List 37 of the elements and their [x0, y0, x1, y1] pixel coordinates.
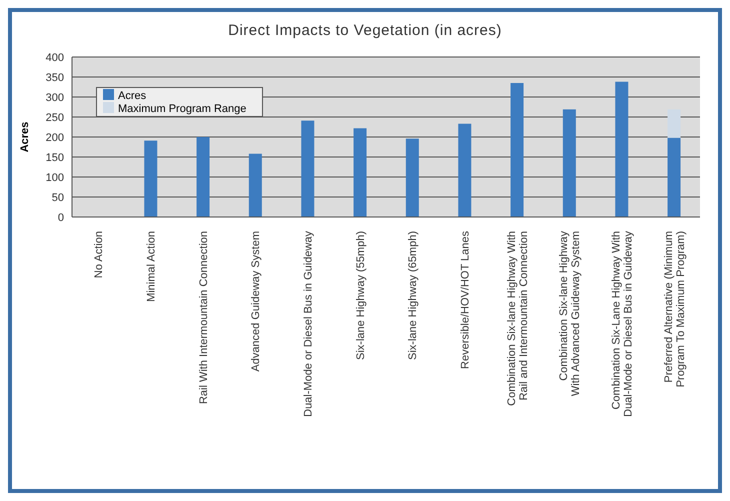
- x-tick-label: Six-lane Highway (65mph): [407, 231, 420, 360]
- x-tick-label: No Action: [93, 231, 106, 278]
- x-tick-label: Preferred Alternative (Minimum Program To Maximum Program): [662, 231, 687, 388]
- y-tick-label: 350: [46, 72, 64, 84]
- y-tick-label: 100: [46, 172, 64, 184]
- x-tick-label: Combination Six-lane Highway With Advanced Guideway System: [558, 230, 582, 396]
- bar: [615, 82, 628, 217]
- x-tick-label: Combination Six-Lane Highway With Dual-Mode or Diesel Bus in Guideway: [610, 230, 634, 417]
- y-tick-label: 150: [46, 152, 64, 164]
- y-tick-label: 300: [46, 92, 64, 104]
- x-tick-label: Six-lane Highway (55mph): [354, 231, 367, 360]
- legend-label: Maximum Program Range: [118, 103, 246, 115]
- chart-title: Direct Impacts to Vegetation (in acres): [227, 22, 503, 39]
- legend-label: Acres: [118, 90, 146, 102]
- y-tick-label: 400: [46, 52, 64, 64]
- y-tick-label: 200: [46, 132, 64, 144]
- bar: [562, 109, 576, 217]
- bar: [458, 124, 472, 217]
- x-tick-label: Rail With Intermountain Connection: [198, 231, 210, 404]
- y-tick-label: 250: [46, 112, 64, 124]
- bar: [301, 120, 314, 217]
- x-tick-label: Reversible/HOV/HOT Lanes: [460, 230, 472, 369]
- bar: [196, 137, 210, 217]
- bar: [406, 138, 419, 217]
- y-tick-label: 0: [58, 212, 64, 224]
- bar: [668, 138, 681, 217]
- x-tick-label: Dual-Mode or Diesel Bus in Guideway: [302, 230, 314, 417]
- bar: [354, 128, 367, 217]
- y-tick-label: 50: [52, 192, 64, 204]
- bar: [248, 154, 262, 217]
- bar: [144, 140, 158, 217]
- y-axis-title: Acres: [18, 122, 31, 152]
- x-tick-label: Combination Six-lane Highway With Rail and Intermountain Connection: [506, 231, 530, 406]
- x-tick-label: Minimal Action: [146, 231, 158, 302]
- bar: [668, 109, 681, 138]
- bar: [510, 83, 524, 217]
- x-tick-label: Advanced Guideway System: [250, 231, 262, 372]
